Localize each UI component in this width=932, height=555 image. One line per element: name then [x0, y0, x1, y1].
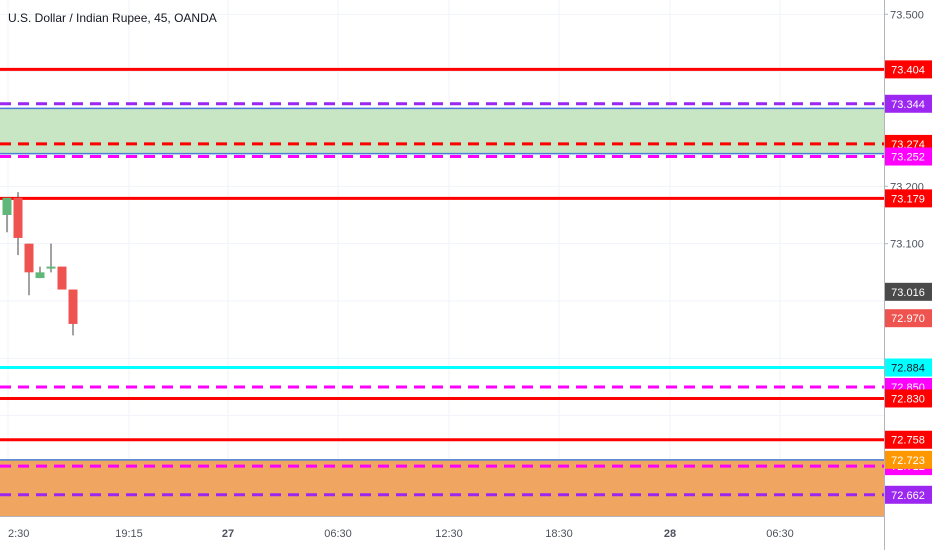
price-tag [885, 358, 932, 377]
price-tag-label: 72.970 [891, 313, 925, 325]
price-tag-label: 72.662 [891, 490, 925, 502]
price-tag [885, 189, 932, 208]
price-tag-label: 72.758 [891, 435, 925, 447]
x-tick-label: 06:30 [324, 528, 352, 540]
time-axis [0, 516, 884, 550]
x-tick-label: 28 [664, 528, 676, 540]
price-tag-label: 72.723 [891, 455, 925, 467]
price-tag [885, 389, 932, 408]
price-tag-label: 72.830 [891, 393, 925, 405]
price-tag [885, 309, 932, 328]
candle-body [35, 272, 45, 279]
candle-body [2, 197, 12, 215]
price-tag [885, 60, 932, 79]
candle-body [57, 266, 67, 290]
candle-body [24, 243, 34, 273]
x-tick-label: 18:30 [545, 528, 573, 540]
price-tag [885, 485, 932, 504]
candle-body [13, 197, 23, 238]
x-tick-label: 2:30 [8, 528, 29, 540]
x-tick-label: 06:30 [766, 528, 794, 540]
price-tag-label: 73.252 [891, 152, 925, 164]
price-tag [885, 430, 932, 449]
y-tick-label: 73.500 [890, 9, 924, 21]
candle-body [68, 289, 78, 324]
price-tag-label: 73.404 [891, 64, 925, 76]
x-tick-label: 27 [222, 528, 234, 540]
price-tag [885, 450, 932, 469]
price-tag [885, 282, 932, 301]
x-tick-label: 19:15 [115, 528, 143, 540]
price-tag-label: 72.884 [891, 363, 925, 375]
zone-box [0, 108, 884, 154]
price-tag-label: 73.344 [891, 99, 925, 111]
price-tag [885, 147, 932, 166]
y-tick-label: 73.100 [890, 239, 924, 251]
candle-body [46, 266, 56, 269]
price-tag [885, 94, 932, 113]
price-tag-label: 73.016 [891, 287, 925, 299]
chart-title: U.S. Dollar / Indian Rupee, 45, OANDA [8, 11, 217, 25]
zone-box [0, 459, 884, 516]
x-tick-label: 12:30 [435, 528, 463, 540]
price-tag-label: 73.179 [891, 193, 925, 205]
